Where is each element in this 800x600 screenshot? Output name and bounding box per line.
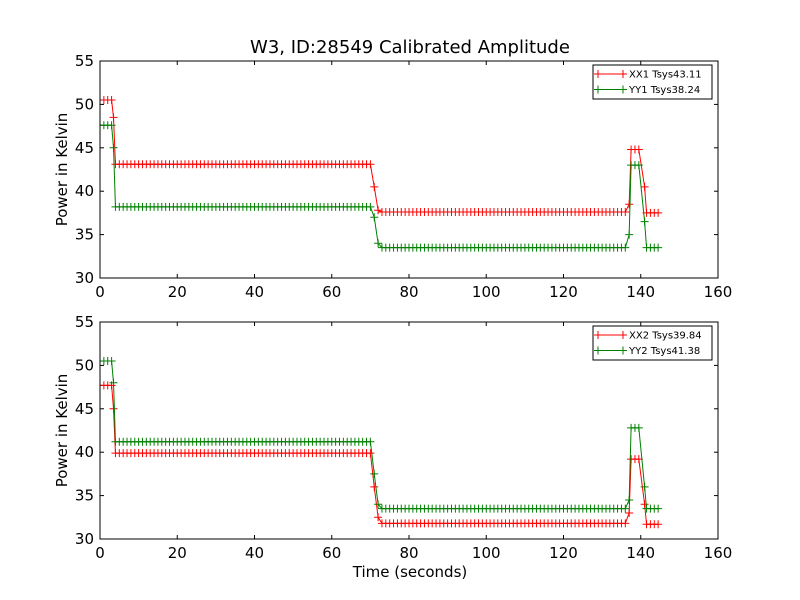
- bottom-plot: 0 20 40 60 80 100 120 140 160 30 35 40 45 50 55 Power i…: [53, 313, 732, 562]
- data-point: [621, 208, 630, 217]
- data-point: [370, 213, 379, 222]
- series-markers-1: [100, 381, 663, 529]
- data-point: [366, 449, 375, 458]
- data-point: [109, 143, 118, 152]
- legend-item-2: YY2 Tsys41.38: [594, 346, 700, 357]
- y-tick-label: 45: [75, 400, 94, 418]
- y-tick-label: 40: [75, 182, 94, 200]
- x-tick-label: 0: [95, 544, 105, 562]
- x-tick-label: 60: [322, 544, 341, 562]
- legend-marker: [619, 331, 627, 339]
- data-point: [634, 145, 643, 154]
- legend-item-1: XX1 Tsys43.11: [594, 70, 702, 81]
- legend: XX1 Tsys43.11 YY1 Tsys38.24: [592, 64, 713, 100]
- data-point: [370, 182, 379, 191]
- chart-title: W3, ID:28549 Calibrated Amplitude: [250, 37, 570, 58]
- legend-box: [592, 325, 713, 361]
- data-point: [374, 206, 383, 215]
- data-point: [107, 357, 116, 366]
- x-tick-label: 100: [472, 283, 501, 301]
- data-point: [374, 239, 383, 248]
- legend-label: XX1 Tsys43.11: [629, 70, 702, 81]
- x-tick-label: 40: [245, 283, 264, 301]
- legend-label: YY2 Tsys41.38: [628, 346, 700, 357]
- data-point: [107, 96, 116, 105]
- data-point: [654, 208, 663, 217]
- data-point: [640, 482, 649, 491]
- data-point: [654, 520, 663, 529]
- data-point: [625, 495, 634, 504]
- top-plot: 0 20 40 60 80 100 120 140 160 30 35 40 45 50 55 Power i…: [53, 52, 732, 301]
- data-point: [625, 200, 634, 209]
- data-point: [640, 182, 649, 191]
- data-point: [621, 243, 630, 252]
- x-tick-label: 160: [704, 283, 733, 301]
- legend: XX2 Tsys39.84 YY2 Tsys41.38: [592, 325, 713, 361]
- legend-marker: [619, 346, 627, 355]
- y-tick-label: 50: [75, 356, 94, 374]
- data-point: [109, 404, 118, 413]
- data-point: [625, 508, 634, 517]
- data-point: [634, 423, 643, 432]
- x-tick-label: 120: [549, 283, 578, 301]
- y-tick-label: 35: [75, 487, 94, 505]
- data-point: [654, 504, 663, 513]
- x-tick-label: 160: [704, 544, 733, 562]
- legend-label: YY1 Tsys38.24: [628, 85, 700, 96]
- x-tick-label: 140: [626, 544, 655, 562]
- y-tick-label: 50: [75, 95, 94, 113]
- data-point: [366, 437, 375, 446]
- data-point: [621, 504, 630, 513]
- y-tick-label: 30: [75, 269, 94, 287]
- data-point: [374, 500, 383, 509]
- data-point: [366, 160, 375, 169]
- y-tick-label: 55: [75, 313, 94, 331]
- legend-marker: [619, 85, 627, 94]
- x-tick-label: 20: [168, 544, 187, 562]
- legend-item-2: YY1 Tsys38.24: [594, 85, 700, 96]
- y-tick-label: 55: [75, 52, 94, 70]
- x-tick-label: 80: [399, 283, 418, 301]
- data-point: [654, 243, 663, 252]
- data-point: [640, 500, 649, 509]
- y-axis-label: Power in Kelvin: [53, 374, 71, 488]
- data-point: [366, 202, 375, 211]
- data-point: [374, 513, 383, 522]
- x-axis-label: Time (seconds): [352, 563, 468, 581]
- x-tick-label: 100: [472, 544, 501, 562]
- data-point: [107, 121, 116, 130]
- legend-box: [592, 64, 713, 100]
- series-markers-1: [100, 96, 663, 217]
- data-point: [640, 217, 649, 226]
- data-point: [109, 378, 118, 387]
- legend-marker: [594, 85, 602, 94]
- data-point: [634, 161, 643, 170]
- series-markers-2: [100, 121, 663, 252]
- data-point: [370, 482, 379, 491]
- x-tick-label: 120: [549, 544, 578, 562]
- x-tick-label: 140: [626, 283, 655, 301]
- data-point: [109, 113, 118, 122]
- data-point: [621, 519, 630, 528]
- y-tick-label: 35: [75, 226, 94, 244]
- data-point: [625, 230, 634, 239]
- x-tick-label: 40: [245, 544, 264, 562]
- data-point: [370, 469, 379, 478]
- series-markers-2: [100, 357, 663, 513]
- y-tick-label: 45: [75, 139, 94, 157]
- y-tick-label: 30: [75, 530, 94, 548]
- y-tick-label: 40: [75, 443, 94, 461]
- x-tick-label: 20: [168, 283, 187, 301]
- x-tick-label: 0: [95, 283, 105, 301]
- legend-marker: [594, 331, 602, 339]
- y-axis-label: Power in Kelvin: [53, 113, 71, 227]
- x-tick-label: 80: [399, 544, 418, 562]
- legend-marker: [594, 346, 602, 355]
- legend-marker: [594, 70, 602, 78]
- x-tick-label: 60: [322, 283, 341, 301]
- legend-label: XX2 Tsys39.84: [629, 331, 702, 342]
- legend-item-1: XX2 Tsys39.84: [594, 331, 702, 342]
- legend-marker: [619, 70, 627, 78]
